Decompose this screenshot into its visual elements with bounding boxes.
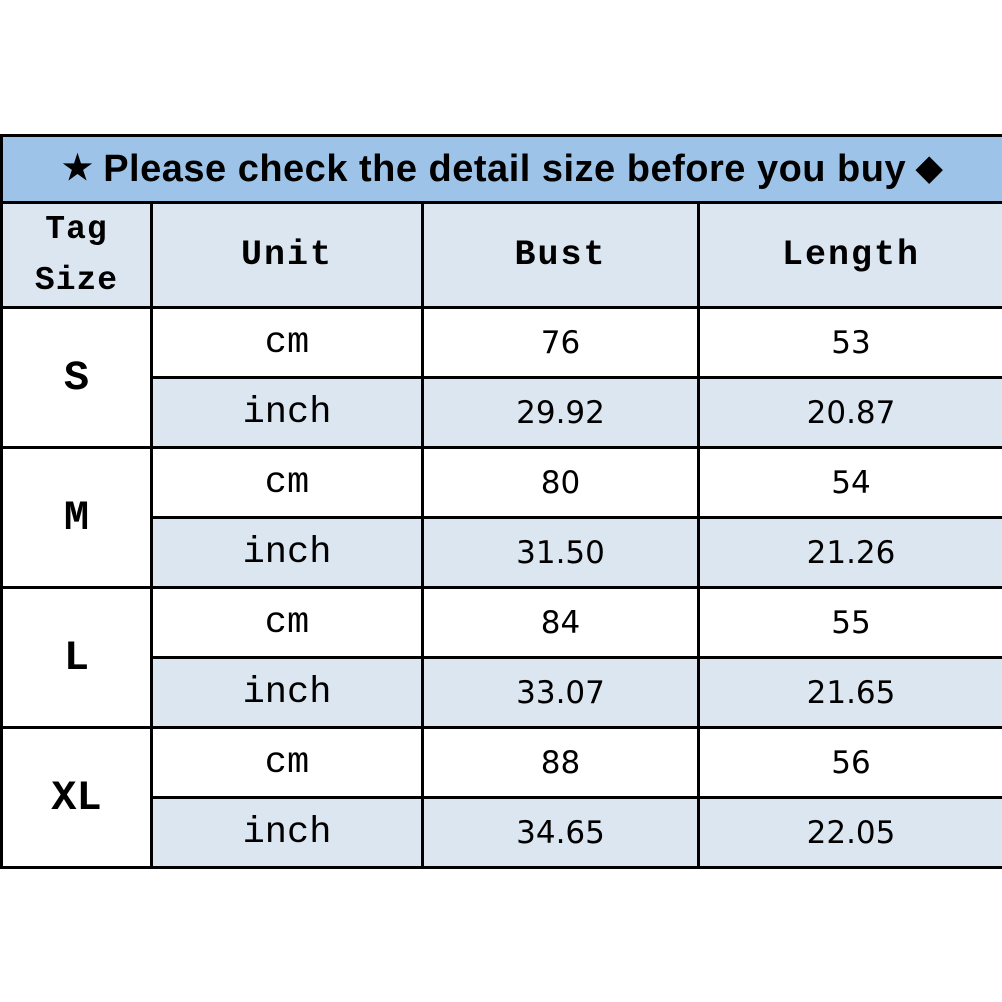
header-unit: Unit <box>150 200 424 310</box>
length-value: 20.87 <box>697 376 1002 450</box>
diamond-icon: ◆ <box>916 148 943 187</box>
header-row: Tag Size Unit Bust Length <box>0 200 1002 310</box>
unit-value: inch <box>150 376 424 450</box>
header-tag-line2: Size <box>34 262 119 300</box>
bust-value: 34.65 <box>421 796 700 870</box>
size-label-m: M <box>0 446 153 590</box>
bust-value: 31.50 <box>421 516 700 590</box>
unit-value: inch <box>150 516 424 590</box>
size-label-l: L <box>0 586 153 730</box>
unit-value: cm <box>150 306 424 380</box>
length-value: 54 <box>697 446 1002 520</box>
bust-value: 33.07 <box>421 656 700 730</box>
table-row-s-cm: S cm 76 53 <box>0 306 1002 450</box>
bust-value: 88 <box>421 726 700 800</box>
size-label-s: S <box>0 306 153 450</box>
header-tag-size: Tag Size <box>0 200 153 310</box>
banner-row: ★ Please check the detail size before you… <box>0 134 1002 204</box>
header-length: Length <box>697 200 1002 310</box>
table-row-l-cm: L cm 84 55 <box>0 586 1002 730</box>
table-row-m-cm: M cm 80 54 <box>0 446 1002 590</box>
unit-value: inch <box>150 656 424 730</box>
header-tag-line1: Tag <box>45 211 108 248</box>
size-chart-table: ★ Please check the detail size before you… <box>0 134 1002 870</box>
unit-value: cm <box>150 586 424 660</box>
length-value: 56 <box>697 726 1002 800</box>
bust-value: 76 <box>421 306 700 380</box>
star-icon: ★ <box>62 148 94 187</box>
table-row-m-inch: inch 31.50 21.26 <box>2 516 1002 590</box>
bust-value: 29.92 <box>421 376 700 450</box>
banner: ★ Please check the detail size before you… <box>0 134 1002 204</box>
bust-value: 84 <box>421 586 700 660</box>
table-row-xl-cm: XL cm 88 56 <box>0 726 1002 870</box>
table-row-l-inch: inch 33.07 21.65 <box>2 656 1002 730</box>
size-label-xl: XL <box>0 726 153 870</box>
length-value: 55 <box>697 586 1002 660</box>
header-bust: Bust <box>421 200 700 310</box>
unit-value: inch <box>150 796 424 870</box>
length-value: 21.26 <box>697 516 1002 590</box>
unit-value: cm <box>150 446 424 520</box>
length-value: 21.65 <box>697 656 1002 730</box>
length-value: 22.05 <box>697 796 1002 870</box>
table-row-s-inch: inch 29.92 20.87 <box>2 376 1002 450</box>
unit-value: cm <box>150 726 424 800</box>
bust-value: 80 <box>421 446 700 520</box>
length-value: 53 <box>697 306 1002 380</box>
size-chart-sheet: ★ Please check the detail size before you… <box>0 134 1002 870</box>
table-row-xl-inch: inch 34.65 22.05 <box>2 796 1002 870</box>
banner-text: Please check the detail size before you … <box>103 147 907 190</box>
